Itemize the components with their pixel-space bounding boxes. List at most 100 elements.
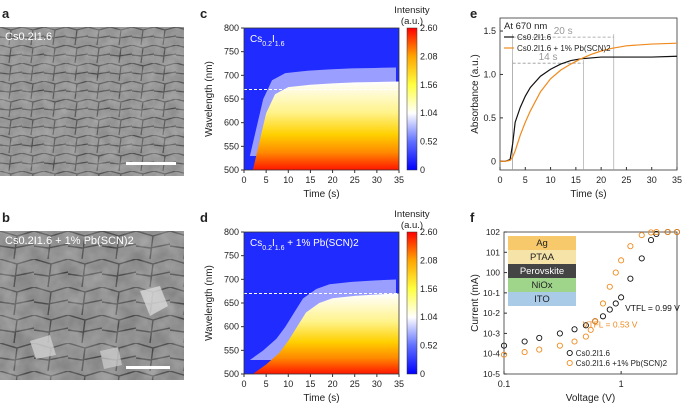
data-point-0: [606, 306, 613, 313]
heatmap-c: 0 5 10 15 20 25 30 35 500 550 600 650 700 750 800 Time …: [204, 5, 438, 200]
colorbar-tick-label: 0: [420, 165, 425, 175]
data-point-1: [653, 228, 660, 236]
legend-label: Cs0.2I1.6 + 1% Pb(SCN)2: [517, 44, 611, 53]
y-tick-label: 600: [224, 322, 239, 332]
data-point-1: [664, 228, 671, 236]
sem-caption-b: Cs0.2I1.6 + 1% Pb(SCN)2: [5, 235, 134, 247]
y-tick-label: 10-3: [483, 328, 500, 338]
x-tick-label: 0: [241, 175, 246, 185]
panel-label-f: f: [470, 210, 475, 225]
device-layer: [508, 236, 576, 250]
data-point-1: [536, 346, 543, 353]
data-point-1: [571, 338, 578, 345]
data-point-1: [612, 269, 619, 276]
y-tick-label: 550: [224, 141, 239, 151]
colorbar-title: Intensity: [394, 209, 430, 220]
data-point-0: [638, 255, 645, 262]
colorbar-unit: (a.u.): [401, 220, 423, 231]
device-layer-label: NiOx: [531, 280, 552, 291]
data-point-1: [638, 232, 645, 239]
y-tick-label: 100: [486, 268, 500, 278]
legend-label: Cs0.2I1.6: [576, 349, 611, 358]
data-point-1: [599, 300, 607, 307]
y-tick-label: 700: [224, 274, 239, 284]
y-axis-label: Wavelength (nm): [204, 265, 215, 341]
x-axis-label: Time (s): [570, 189, 606, 200]
x-tick-label: 15: [571, 175, 581, 185]
y-tick-label: 650: [224, 94, 239, 104]
x-tick-label: 25: [350, 379, 360, 389]
heatmap-caption: Cs0.2I1.6: [250, 34, 285, 48]
y-tick-label: 650: [224, 298, 239, 308]
data-point-0: [500, 342, 508, 349]
x-tick-label: 0: [497, 175, 502, 185]
device-layer-label: ITO: [534, 294, 550, 305]
y-tick-label: 800: [224, 23, 239, 33]
chart-title: At 670 nm: [504, 21, 547, 32]
data-point-1: [587, 326, 594, 333]
data-point-0: [612, 300, 619, 307]
y-tick-label: 10-2: [483, 308, 500, 318]
data-point-0: [653, 230, 660, 238]
colorbar-unit: (a.u.): [401, 16, 423, 27]
x-tick-label: 35: [394, 379, 404, 389]
y-axis-label: Wavelength (nm): [204, 61, 215, 137]
heatmap-d: 0 5 10 15 20 25 30 35 500 550 600 650 700 750 800 Time …: [204, 209, 438, 404]
heatmap-caption: Cs0.2I1.6 + 1% Pb(SCN)2: [250, 238, 359, 252]
panel-label-b: b: [2, 210, 10, 225]
device-layer-label: PTAA: [530, 252, 555, 263]
y-tick-label: 0.5: [483, 113, 496, 123]
data-point-0: [627, 275, 634, 282]
x-tick-label: 0.1: [498, 379, 511, 389]
panel-label-e: e: [470, 6, 478, 21]
y-tick-label: 800: [224, 227, 239, 237]
panel-label-d: d: [200, 210, 208, 225]
colorbar-title: Intensity: [394, 5, 430, 16]
x-tick-label: 0: [241, 379, 246, 389]
device-layer: [508, 250, 576, 264]
x-tick-label: 25: [621, 175, 631, 185]
x-tick-label: 25: [350, 175, 360, 185]
colorbar: [406, 27, 418, 171]
line-chart-e: 0 5 10 15 20 25 30 35 0 0.5 1.0 1.5 Time (s) Absorban…: [470, 17, 682, 200]
vtfl-label-black: VTFL = 0.99 V: [625, 303, 680, 313]
data-point-0: [618, 294, 625, 301]
y-tick-label: 1.5: [483, 26, 496, 36]
data-point-0: [556, 330, 563, 337]
device-layer: [508, 278, 576, 292]
colorbar-tick-label: 0.52: [420, 341, 438, 351]
data-point-0: [599, 313, 607, 320]
device-layer: [508, 292, 576, 306]
device-layer-label: Perovskite: [520, 266, 564, 277]
x-axis-label: Voltage (V): [566, 393, 615, 404]
data-point-0: [582, 322, 589, 329]
y-tick-label: 500: [224, 369, 239, 379]
x-tick-label: 20: [328, 175, 338, 185]
panel-label-a: a: [2, 6, 10, 21]
legend-marker: [566, 349, 573, 357]
colorbar-tick-label: 1.04: [420, 108, 438, 118]
y-tick-label: 1.0: [483, 69, 496, 79]
y-tick-label: 0: [491, 156, 496, 166]
x-tick-label: 30: [372, 175, 382, 185]
colorbar-tick-label: 0: [420, 369, 425, 379]
scale-bar-a: [126, 162, 176, 165]
y-tick-label: 700: [224, 70, 239, 80]
colorbar: [406, 231, 418, 375]
y-tick-label: 10-5: [483, 369, 500, 379]
x-tick-label: 30: [647, 175, 657, 185]
x-tick-label: 10: [546, 175, 556, 185]
x-axis-label: Time (s): [303, 393, 339, 404]
y-tick-label: 750: [224, 251, 239, 261]
device-layer: [508, 264, 576, 278]
colorbar-tick-label: 1.04: [420, 312, 438, 322]
y-tick-label: 10-1: [483, 288, 500, 298]
sem-caption-a: Cs0.2I1.6: [5, 31, 53, 43]
x-tick-label: 15: [305, 379, 315, 389]
data-point-1: [592, 318, 599, 325]
x-axis-label: Time (s): [303, 189, 339, 200]
data-point-1: [556, 342, 563, 349]
data-point-0: [647, 237, 655, 244]
data-point-1: [627, 243, 634, 250]
iv-chart-f: 0.1 1 10-5 10-4 10-3 10-2 10-1 100 101 102 Voltage…: [470, 227, 680, 404]
